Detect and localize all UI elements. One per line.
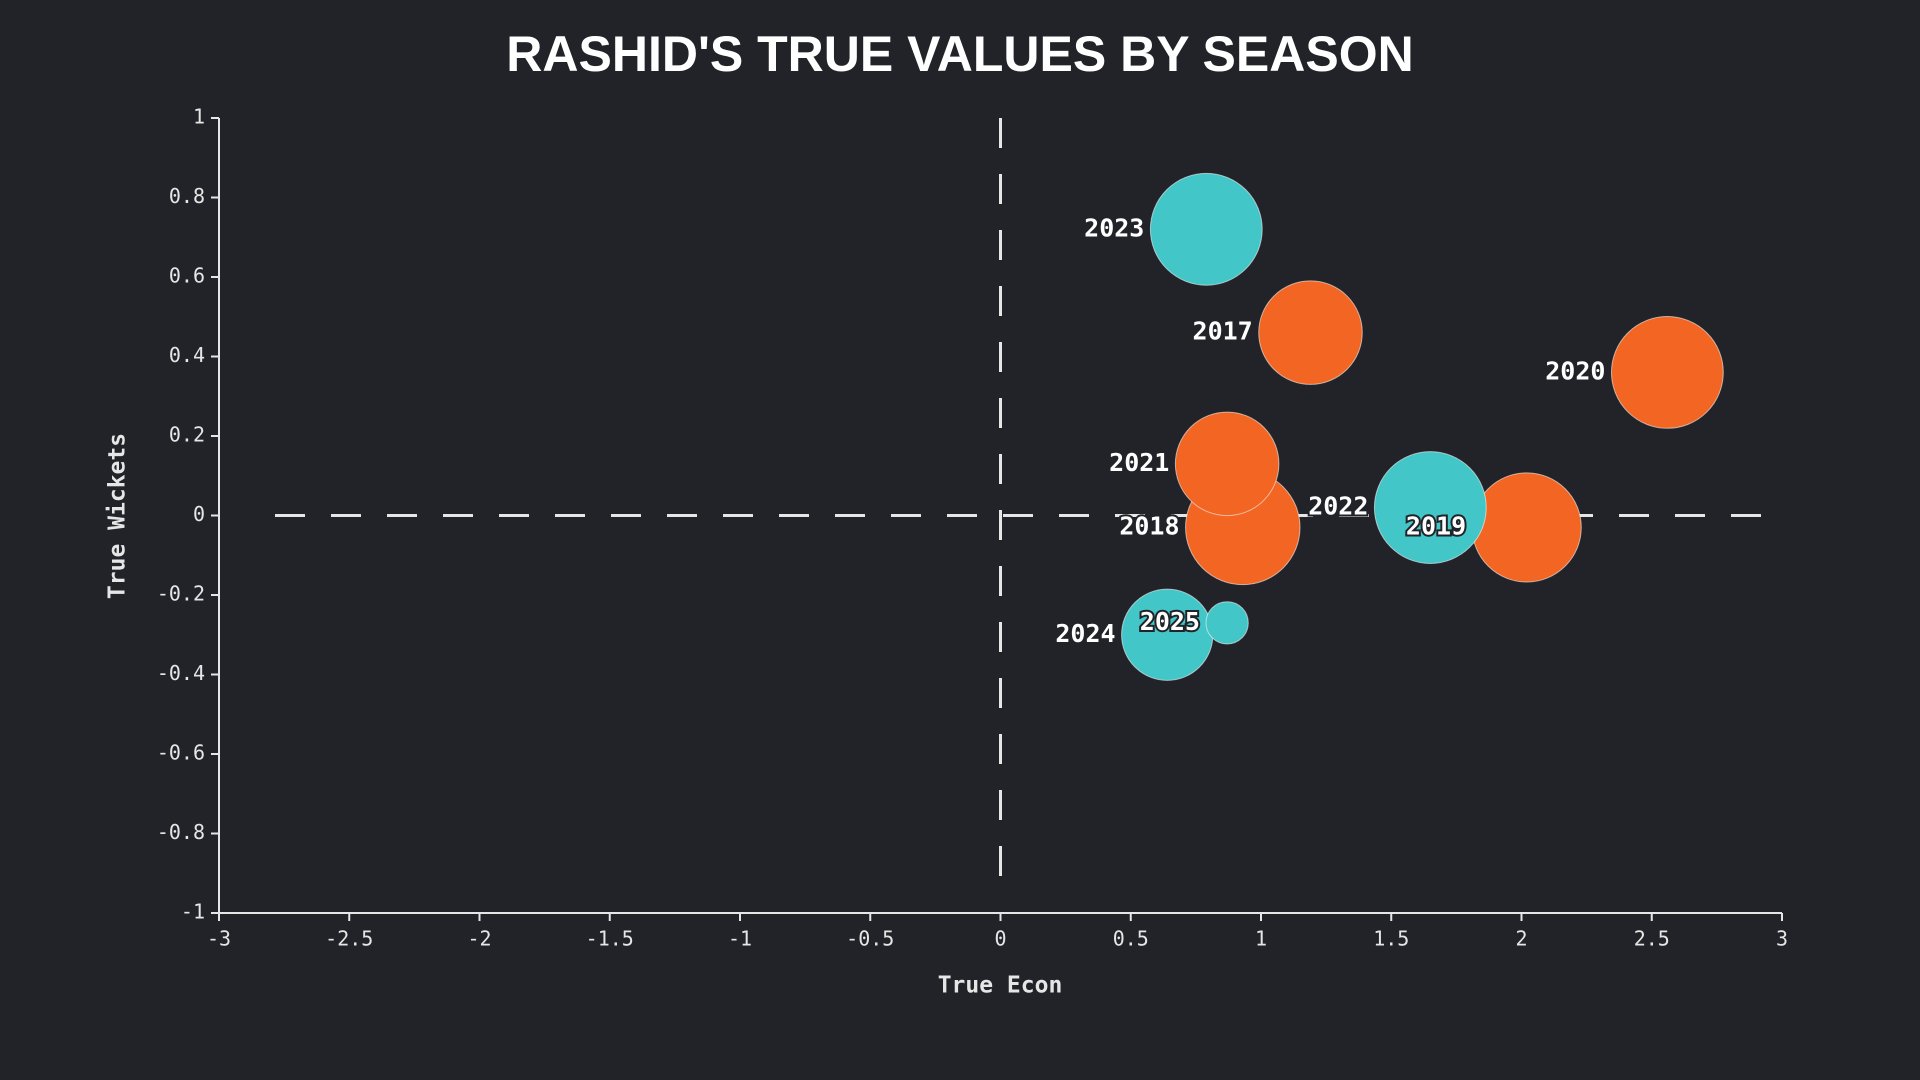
x-tick-label: 2.5 [1634, 927, 1670, 951]
point-label: 2019 [1406, 511, 1466, 540]
y-tick-label: 0 [193, 502, 205, 526]
x-tick-label: 1 [1255, 927, 1267, 951]
point-label: 2020 [1545, 356, 1605, 385]
x-tick-label: 0 [994, 927, 1006, 951]
y-tick-label: -0.2 [157, 582, 205, 606]
x-tick-label: 1.5 [1373, 927, 1409, 951]
x-tick-label: -0.5 [846, 927, 894, 951]
point-label: 2025 [1140, 607, 1200, 636]
bubble [1205, 601, 1249, 645]
bubble [1373, 451, 1487, 564]
y-tick-label: -1 [181, 900, 205, 924]
bubble [1471, 472, 1582, 583]
bubble [1149, 172, 1263, 286]
y-tick-label: -0.6 [157, 741, 205, 765]
y-tick-label: -0.4 [157, 661, 205, 685]
bubble [1258, 280, 1363, 385]
x-tick-label: -1.5 [586, 927, 634, 951]
y-tick-label: -0.8 [157, 820, 205, 844]
point-label: 2018 [1119, 511, 1179, 540]
x-tick-label: -2.5 [325, 927, 373, 951]
x-tick-label: -1 [728, 927, 752, 951]
y-tick-label: 0.8 [169, 184, 205, 208]
chart-title: RASHID'S TRUE VALUES BY SEASON [506, 26, 1413, 82]
point-label: 2022 [1308, 492, 1368, 521]
point-label: 2021 [1109, 448, 1169, 477]
x-tick-label: -3 [207, 927, 231, 951]
point-label: 2017 [1193, 317, 1253, 346]
point-label: 2023 [1084, 213, 1144, 242]
x-tick-label: 3 [1776, 927, 1788, 951]
y-axis-label: True Wickets [105, 433, 131, 599]
point-label: 2024 [1055, 619, 1115, 648]
y-tick-label: 0.4 [169, 343, 205, 367]
x-tick-label: 0.5 [1113, 927, 1149, 951]
y-tick-label: 0.6 [169, 264, 205, 288]
x-tick-label: -2 [467, 927, 491, 951]
bubble [1174, 411, 1280, 517]
x-axis-label: True Econ [938, 973, 1063, 999]
bubble [1610, 315, 1724, 429]
y-tick-label: 0.2 [169, 423, 205, 447]
x-tick-label: 2 [1515, 927, 1527, 951]
y-tick-label: 1 [193, 105, 205, 129]
